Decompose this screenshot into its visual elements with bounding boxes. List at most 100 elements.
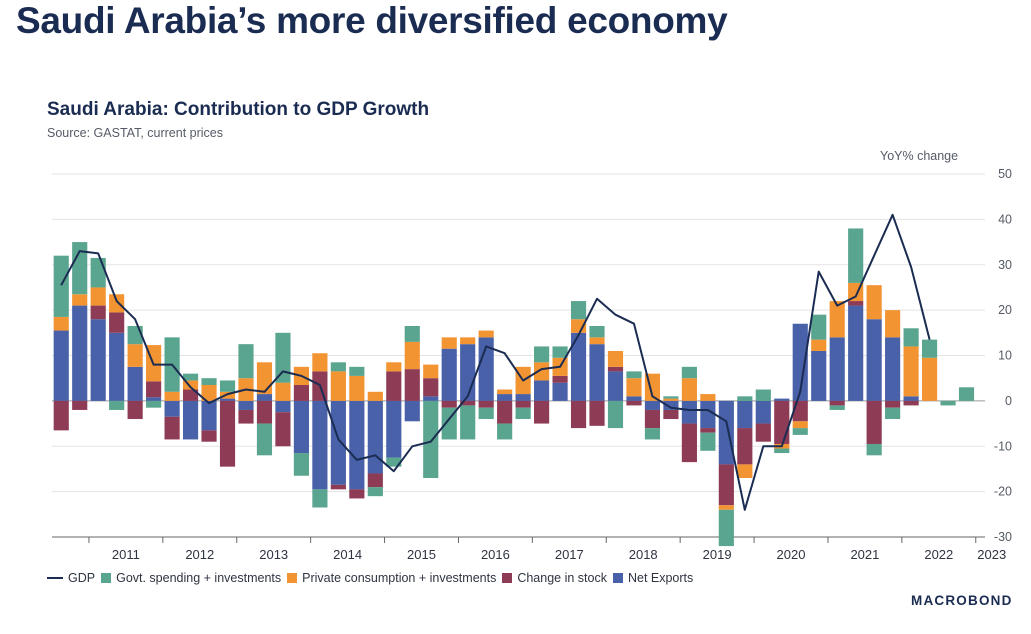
bar-segment	[718, 464, 734, 506]
bar-segment	[755, 423, 771, 442]
bar-segment	[256, 362, 273, 395]
legend-item-gdp: GDP	[47, 571, 95, 585]
bar-segment	[109, 312, 125, 333]
bar-segment	[681, 423, 697, 463]
bar-segment	[534, 362, 550, 381]
bar-segment	[460, 337, 476, 345]
bar-segment	[386, 362, 402, 372]
bar-segment	[885, 337, 901, 401]
bar-segment	[238, 409, 254, 424]
bar-segment	[293, 384, 309, 401]
bar-segment	[497, 389, 513, 395]
bar-segment	[478, 407, 494, 420]
bar-segment	[312, 400, 328, 490]
bar-segment	[940, 400, 956, 406]
bar-segment	[90, 305, 106, 320]
bar-segment	[349, 375, 365, 401]
bar-segment	[182, 380, 199, 390]
bar-segment	[792, 323, 808, 401]
y-axis-unit-label: YoY% change	[880, 149, 959, 163]
bar-segment	[386, 371, 402, 401]
bar-segment	[90, 287, 106, 306]
bar-segment	[829, 337, 845, 401]
bar-segment	[275, 400, 291, 413]
chart-title: Saudi Arabia: Contribution to GDP Growth	[47, 99, 430, 120]
bar-segment	[90, 319, 106, 401]
legend-item-private: Private consumption + investments	[287, 571, 496, 585]
bar-segment	[681, 366, 697, 379]
bar-segment	[700, 428, 716, 433]
bar-segment	[848, 301, 864, 306]
bar-segment	[441, 400, 457, 408]
x-tick-label: 2018	[629, 547, 658, 562]
bar-segment	[404, 369, 420, 401]
bar-segment	[958, 387, 975, 401]
bar-segment	[367, 391, 383, 401]
bar-segment	[552, 382, 568, 401]
bar-segment	[700, 432, 716, 451]
bar-segment	[589, 337, 605, 345]
bar-segment	[404, 400, 420, 422]
legend-label-private: Private consumption + investments	[302, 571, 497, 585]
bar-segment	[441, 337, 457, 349]
bar-segment	[903, 328, 919, 347]
bar-segment	[349, 400, 365, 490]
bar-segment	[737, 400, 753, 429]
bar-segment	[589, 326, 605, 338]
bar-segment	[848, 228, 864, 283]
bar-segment	[127, 400, 143, 420]
bar-segment	[589, 344, 605, 401]
bar-segment	[238, 400, 254, 410]
bar-segment	[700, 394, 716, 401]
bar-segment	[792, 400, 808, 422]
bar-segment	[663, 396, 679, 399]
x-tick-label: 2015	[407, 547, 436, 562]
bar-segment	[164, 391, 180, 401]
legend-label-stock: Change in stock	[517, 571, 607, 585]
bar-segment	[109, 400, 125, 410]
bar-segment	[146, 381, 162, 398]
bar-segment	[497, 423, 513, 440]
bar-segment	[626, 378, 642, 397]
bar-segment	[182, 373, 199, 381]
bar-segment	[275, 332, 291, 383]
bar-segment	[534, 346, 550, 363]
bar-segment	[219, 400, 236, 467]
bar-segment	[201, 378, 217, 385]
bar-segment	[460, 400, 476, 406]
legend-swatch-stock	[502, 573, 513, 583]
bar-segment	[515, 407, 531, 420]
chart-legend: GDP Govt. spending + investments Private…	[47, 571, 699, 585]
bar-segment	[478, 337, 494, 401]
bar-segment	[811, 339, 827, 351]
bar-segment	[866, 400, 882, 444]
bar-segment	[792, 421, 808, 429]
bar-segment	[681, 378, 697, 401]
bar-segment	[53, 400, 69, 431]
bar-segment	[700, 400, 716, 429]
bar-segment	[755, 389, 771, 401]
bar-segment	[72, 305, 88, 401]
bar-segment	[552, 375, 568, 383]
bar-segment	[182, 389, 199, 401]
bar-segment	[866, 319, 882, 401]
page-headline: Saudi Arabia’s more diversified economy	[16, 0, 728, 41]
legend-label-gdp: GDP	[68, 571, 96, 585]
bar-segment	[275, 412, 291, 447]
bar-segment	[127, 326, 143, 345]
bar-segment	[293, 400, 309, 454]
y-tick-label: 40	[998, 212, 1012, 226]
bar-segment	[219, 398, 236, 401]
bar-segment	[404, 341, 420, 370]
bar-segment	[146, 400, 162, 408]
legend-label-govt: Govt. spending + investments	[116, 571, 282, 585]
bar-segment	[829, 400, 845, 406]
macrobond-logo: MACROBOND	[911, 593, 1013, 608]
x-tick-label: 2016	[481, 547, 510, 562]
legend-swatch-govt	[101, 573, 112, 583]
x-tick-label: 2023	[977, 547, 1006, 562]
bar-segment	[589, 400, 605, 426]
bar-segment	[737, 428, 753, 465]
bar-segment	[201, 400, 217, 431]
legend-item-net-exports: Net Exports	[612, 571, 693, 585]
